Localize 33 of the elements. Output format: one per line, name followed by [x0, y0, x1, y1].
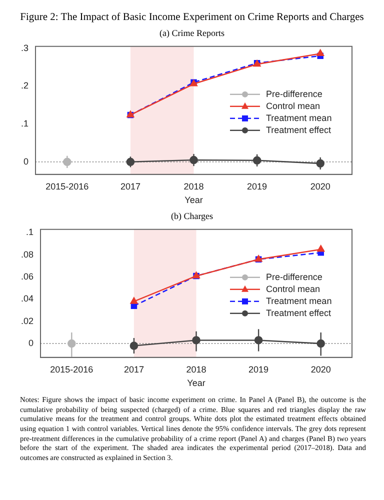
- x-tick-label: 2017: [124, 364, 144, 374]
- chart-subtitle: (a) Crime Reports: [158, 28, 226, 38]
- x-tick-label: 2018: [186, 364, 206, 374]
- y-tick-label: .1: [20, 118, 29, 129]
- x-axis-title: Year: [187, 378, 206, 388]
- legend-label: Control mean: [266, 284, 320, 294]
- x-tick-label: 2017: [120, 181, 140, 192]
- legend-label: Pre-difference: [266, 272, 322, 282]
- x-tick-label: 2018: [184, 181, 204, 192]
- y-tick-label: .2: [20, 80, 29, 91]
- x-axis-title: Year: [184, 195, 203, 206]
- legend-label: Treatment effect: [266, 124, 332, 135]
- x-tick-label: 2019: [248, 364, 269, 374]
- y-tick-label: .3: [20, 42, 29, 53]
- chart-title: Figure 2: The Impact of Basic Income Experiment on Crime Reports and Charges: [19, 12, 365, 23]
- y-tick-label: .02: [20, 316, 34, 326]
- y-tick-label: .06: [20, 272, 34, 282]
- legend-label: Treatment mean: [266, 112, 332, 123]
- legend-label: Control mean: [266, 100, 320, 111]
- legend-label: Treatment mean: [266, 296, 332, 306]
- legend-label: Pre-difference: [266, 88, 322, 99]
- x-tick-label: 2019: [247, 181, 268, 192]
- legend-label: Treatment effect: [266, 308, 332, 318]
- x-tick-label: 2020: [310, 181, 330, 192]
- y-tick-label: .08: [20, 249, 34, 260]
- x-tick-label: 2020: [310, 364, 331, 374]
- y-tick-label: .1: [26, 227, 34, 238]
- x-tick-label: 2015-2016: [50, 364, 94, 374]
- y-tick-label: 0: [23, 156, 29, 166]
- y-tick-label: 0: [28, 338, 34, 348]
- x-tick-label: 2015-2016: [46, 181, 89, 192]
- chart-subtitle: (b) Charges: [170, 211, 214, 221]
- y-tick-label: .04: [20, 294, 34, 304]
